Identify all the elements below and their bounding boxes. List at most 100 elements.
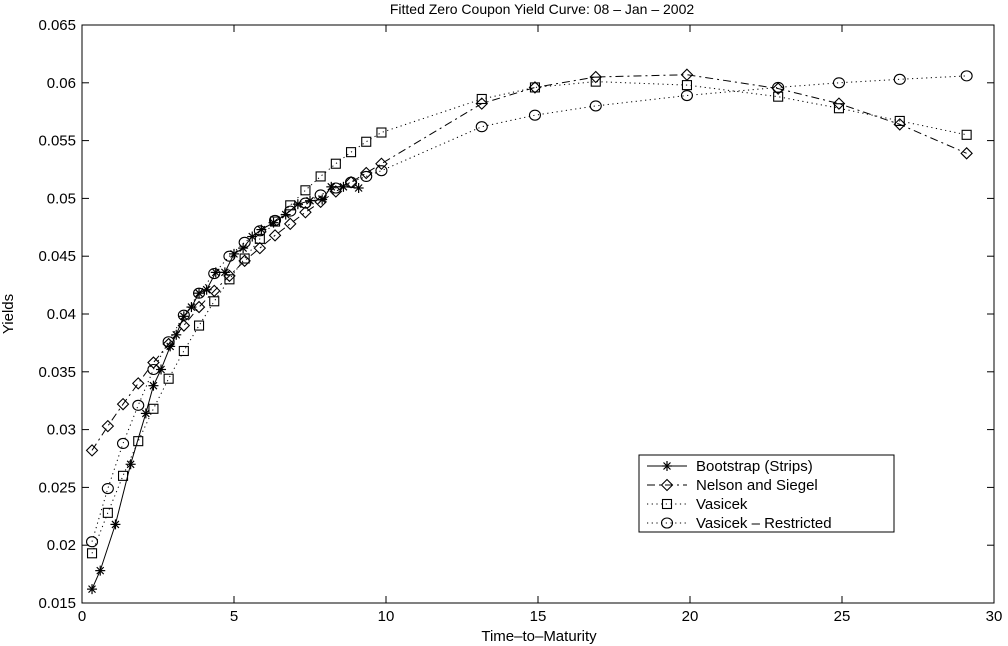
legend-box [638, 454, 895, 533]
legend-label: Vasicek [696, 496, 748, 513]
series-2 [86, 76, 972, 559]
data-point [476, 93, 487, 105]
data-point [223, 269, 236, 283]
data-point [961, 129, 972, 140]
legend-item: Nelson and Siegel [647, 477, 818, 494]
data-point [116, 397, 130, 411]
data-point [125, 459, 136, 470]
data-point [239, 253, 250, 264]
x-axis-label: Time–to–Maturity [481, 628, 597, 645]
data-point [329, 182, 342, 194]
data-point [192, 287, 206, 299]
legend-label: Bootstrap (Strips) [696, 458, 813, 475]
y-tick-label: 0.045 [38, 248, 76, 265]
data-point [681, 80, 693, 91]
data-point [162, 336, 175, 348]
data-point [960, 147, 973, 160]
data-point [475, 121, 488, 133]
data-point [186, 302, 197, 313]
data-point [147, 356, 160, 369]
data-point [177, 319, 191, 332]
legend: Bootstrap (Strips) Nelson and Siegel Vasic… [638, 454, 895, 533]
data-point [95, 565, 106, 576]
legend-marker [660, 478, 674, 492]
data-point [345, 147, 357, 158]
data-point [361, 136, 372, 147]
y-tick-label: 0.04 [47, 306, 76, 323]
x-tick-label: 0 [78, 608, 86, 625]
data-point [133, 436, 144, 447]
y-tick-label: 0.02 [47, 537, 76, 554]
data-point [680, 89, 694, 102]
data-point [177, 309, 190, 321]
y-tick-label: 0.025 [38, 479, 76, 496]
data-point [132, 399, 145, 411]
x-tick-label: 30 [986, 608, 1003, 625]
data-point [284, 205, 297, 217]
data-point [254, 233, 265, 244]
data-point [299, 197, 312, 209]
data-point [285, 200, 296, 211]
legend-label: Vasicek – Restricted [696, 515, 832, 532]
y-tick-label: 0.06 [47, 75, 76, 92]
data-point [268, 214, 282, 226]
data-point [224, 274, 235, 285]
data-point [832, 77, 846, 89]
series-line [91, 75, 967, 542]
data-point [87, 584, 98, 595]
data-point [589, 70, 603, 84]
data-point [893, 118, 907, 131]
data-point [833, 103, 845, 114]
data-point [209, 296, 220, 307]
data-point [353, 182, 364, 193]
x-tick-label: 20 [682, 608, 699, 625]
legend-marker [660, 517, 674, 529]
series-3 [85, 70, 973, 548]
data-point [223, 250, 236, 262]
y-axis-label: Yields [0, 294, 17, 334]
data-point [376, 127, 387, 138]
data-point [359, 166, 373, 180]
y-tick-label: 0.065 [38, 17, 76, 34]
data-point [193, 320, 205, 331]
y-tick-label: 0.035 [38, 364, 76, 381]
data-point [375, 157, 388, 170]
data-point [110, 519, 121, 530]
chart-title: Fitted Zero Coupon Yield Curve: 08 – Jan… [390, 1, 695, 17]
y-tick-label: 0.05 [47, 190, 76, 207]
data-point [238, 254, 251, 268]
series-0 [87, 181, 364, 595]
data-point [589, 100, 602, 112]
data-point [893, 73, 906, 85]
y-tick-label: 0.055 [38, 133, 76, 150]
data-point [238, 236, 251, 248]
data-point [960, 70, 973, 82]
data-point [268, 229, 282, 242]
data-point [148, 380, 159, 391]
series-layer [85, 68, 973, 595]
data-point [163, 373, 174, 384]
legend-item: Bootstrap (Strips) [647, 458, 813, 475]
data-point [117, 470, 129, 481]
data-point [590, 76, 601, 87]
data-point [208, 267, 221, 280]
data-point [131, 377, 145, 390]
data-point [140, 408, 151, 419]
data-point [192, 300, 206, 314]
data-point [253, 225, 266, 237]
axis-ticks: 0 5 10 15 20 25 30 0.015 0.02 0.025 0.03 0.035 0.04 0… [38, 17, 1002, 625]
data-point [772, 81, 785, 93]
data-point [148, 403, 159, 414]
data-point [528, 81, 542, 94]
legend-marker [661, 498, 673, 510]
data-point [315, 171, 326, 182]
legend-label: Nelson and Siegel [696, 477, 818, 494]
x-tick-label: 10 [378, 608, 395, 625]
data-point [253, 241, 267, 255]
legend-item: Vasicek – Restricted [647, 515, 832, 532]
data-point [85, 536, 99, 548]
x-tick-label: 5 [230, 608, 238, 625]
series-1 [85, 68, 973, 457]
data-point [194, 288, 205, 299]
